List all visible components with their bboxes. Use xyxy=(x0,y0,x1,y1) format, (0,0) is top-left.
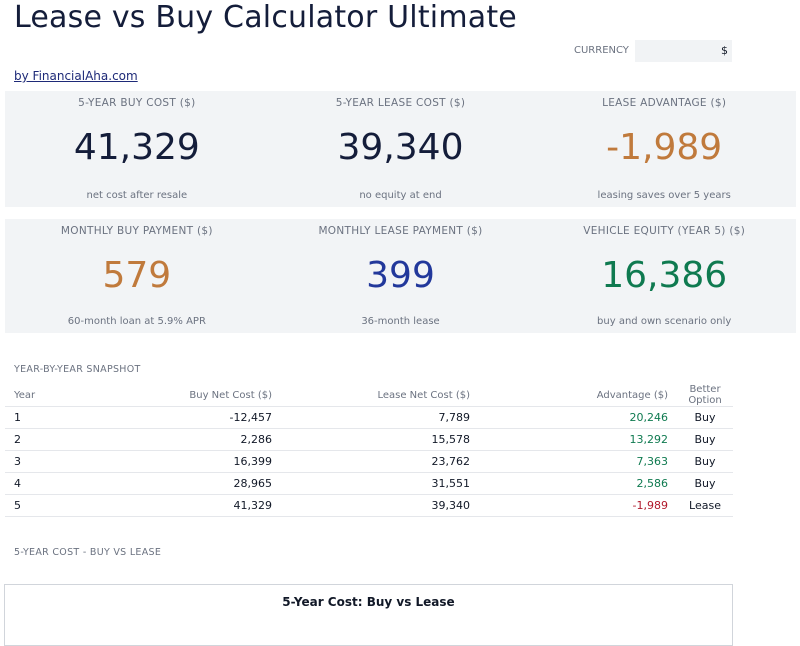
lease-cost-cell: 31,551 xyxy=(281,472,479,495)
better-option-cell: Buy xyxy=(677,472,733,495)
metric-value: 399 xyxy=(366,255,435,296)
column-header: Lease Net Cost ($) xyxy=(281,384,479,407)
table-row: 5 41,329 39,340 -1,989 Lease xyxy=(5,494,733,517)
buy-cost-cell: 16,399 xyxy=(83,450,281,473)
metric-label: MONTHLY LEASE PAYMENT ($) xyxy=(318,225,483,237)
currency-input[interactable]: $ xyxy=(635,40,732,62)
table-row: 2 2,286 15,578 13,292 Buy xyxy=(5,428,733,451)
metric-card-lease-advantage: LEASE ADVANTAGE ($) -1,989 leasing saves… xyxy=(532,91,796,207)
metric-label: LEASE ADVANTAGE ($) xyxy=(602,97,727,109)
metric-subtext: no equity at end xyxy=(359,190,442,201)
metric-value: 41,329 xyxy=(73,127,200,168)
buy-cost-cell: 2,286 xyxy=(83,428,281,451)
lease-cost-cell: 39,340 xyxy=(281,494,479,517)
cost-chart-panel: 5-Year Cost: Buy vs Lease xyxy=(4,584,733,646)
year-cell: 5 xyxy=(5,494,83,517)
table-row: 1 -12,457 7,789 20,246 Buy xyxy=(5,406,733,429)
metric-label: 5-YEAR LEASE COST ($) xyxy=(335,97,466,109)
year-cell: 2 xyxy=(5,428,83,451)
better-option-cell: Lease xyxy=(677,494,733,517)
column-header: Better Option xyxy=(677,384,733,407)
advantage-cell: 20,246 xyxy=(479,406,677,429)
lease-cost-cell: 23,762 xyxy=(281,450,479,473)
metric-card-monthly-buy: MONTHLY BUY PAYMENT ($) 579 60-month loa… xyxy=(5,219,269,333)
advantage-cell: 7,363 xyxy=(479,450,677,473)
metric-subtext: net cost after resale xyxy=(86,190,188,201)
snapshot-heading: YEAR-BY-YEAR SNAPSHOT xyxy=(14,364,141,375)
advantage-cell: 2,586 xyxy=(479,472,677,495)
metric-value: -1,989 xyxy=(606,127,723,168)
buy-cost-cell: 28,965 xyxy=(83,472,281,495)
metric-card-monthly-lease: MONTHLY LEASE PAYMENT ($) 399 36-month l… xyxy=(269,219,533,333)
buy-cost-cell: 41,329 xyxy=(83,494,281,517)
column-header: Advantage ($) xyxy=(479,384,677,407)
snapshot-table: Year Buy Net Cost ($) Lease Net Cost ($)… xyxy=(5,384,733,517)
advantage-cell: -1,989 xyxy=(479,494,677,517)
page-title: Lease vs Buy Calculator Ultimate xyxy=(14,0,517,35)
metric-value: 39,340 xyxy=(337,127,464,168)
metric-card-buy-cost: 5-YEAR BUY COST ($) 41,329 net cost afte… xyxy=(5,91,269,207)
metric-label: VEHICLE EQUITY (YEAR 5) ($) xyxy=(583,225,746,237)
buy-cost-cell: -12,457 xyxy=(83,406,281,429)
currency-label: CURRENCY xyxy=(574,45,629,56)
metric-card-lease-cost: 5-YEAR LEASE COST ($) 39,340 no equity a… xyxy=(269,91,533,207)
year-cell: 4 xyxy=(5,472,83,495)
metrics-row-monthly: MONTHLY BUY PAYMENT ($) 579 60-month loa… xyxy=(5,219,796,333)
column-header: Year xyxy=(5,384,83,407)
better-option-cell: Buy xyxy=(677,450,733,473)
table-header-row: Year Buy Net Cost ($) Lease Net Cost ($)… xyxy=(5,384,733,407)
better-option-cell: Buy xyxy=(677,428,733,451)
table-row: 4 28,965 31,551 2,586 Buy xyxy=(5,472,733,495)
year-cell: 3 xyxy=(5,450,83,473)
table-row: 3 16,399 23,762 7,363 Buy xyxy=(5,450,733,473)
column-header: Buy Net Cost ($) xyxy=(83,384,281,407)
chart-section-heading: 5-YEAR COST - BUY VS LEASE xyxy=(14,547,162,558)
lease-cost-cell: 7,789 xyxy=(281,406,479,429)
byline-link[interactable]: by FinancialAha.com xyxy=(14,69,138,83)
metric-label: MONTHLY BUY PAYMENT ($) xyxy=(60,225,213,237)
metric-label: 5-YEAR BUY COST ($) xyxy=(78,97,196,109)
metric-value: 16,386 xyxy=(601,255,728,296)
metrics-row-annual: 5-YEAR BUY COST ($) 41,329 net cost afte… xyxy=(5,91,796,207)
metric-value: 579 xyxy=(102,255,172,296)
year-cell: 1 xyxy=(5,406,83,429)
lease-cost-cell: 15,578 xyxy=(281,428,479,451)
advantage-cell: 13,292 xyxy=(479,428,677,451)
metric-subtext: buy and own scenario only xyxy=(597,316,732,327)
metric-subtext: 36-month lease xyxy=(361,316,440,327)
currency-value: $ xyxy=(721,44,728,57)
chart-title: 5-Year Cost: Buy vs Lease xyxy=(282,595,455,609)
metric-subtext: 60-month loan at 5.9% APR xyxy=(67,316,206,327)
metric-card-vehicle-equity: VEHICLE EQUITY (YEAR 5) ($) 16,386 buy a… xyxy=(532,219,796,333)
better-option-cell: Buy xyxy=(677,406,733,429)
metric-subtext: leasing saves over 5 years xyxy=(597,190,731,201)
